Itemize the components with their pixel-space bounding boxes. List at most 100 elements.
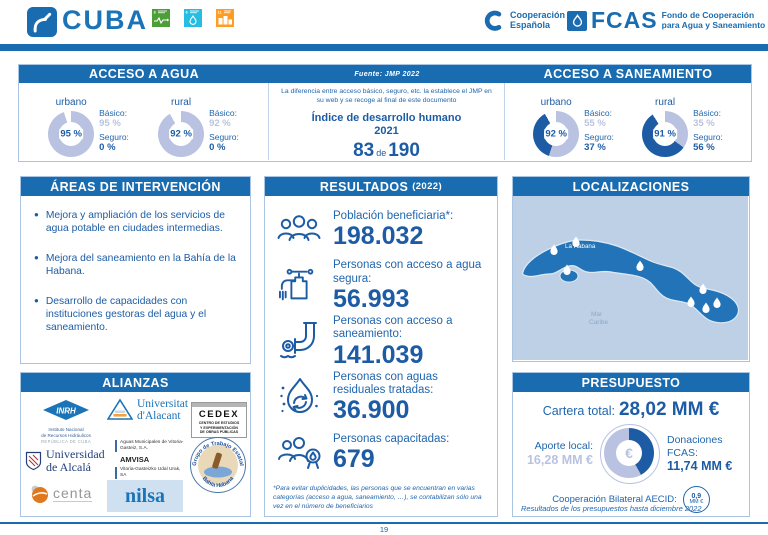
jmp-note: La diferencia entre acceso básico, segur…: [281, 88, 492, 105]
alliances-panel: ALIANZAS INRH Instituto Nacional de Recur…: [20, 372, 251, 517]
result-row: Personas capacitadas: 679: [273, 425, 491, 481]
budget-panel: PRESUPUESTO Cartera total: 28,02 MM € Apo…: [512, 372, 750, 517]
sewer-pipe-icon: [273, 320, 325, 362]
treated-water-icon: [273, 376, 325, 418]
budget-body: Cartera total: 28,02 MM € Aporte local: 1…: [513, 392, 749, 516]
local-contribution: Aporte local: 16,28 MM €: [526, 440, 593, 467]
list-item: ● Desarrollo de capacidades con instituci…: [34, 295, 207, 334]
sanitation-rural-stats: Básico: 35 % Seguro: 56 %: [693, 107, 723, 153]
faucet-badge-icon: [33, 12, 52, 33]
area-label: rural: [655, 96, 676, 108]
result-row: Población beneficiaria*: 198.032: [273, 202, 491, 258]
area-label: urbano: [540, 96, 572, 108]
water-rural-group: rural 92 % Básico: 92 % Seguro: 0 %: [158, 89, 239, 160]
water-rural-donut: 92 %: [158, 110, 205, 157]
budget-breakdown: Aporte local: 16,28 MM € € Donaciones FC…: [513, 424, 749, 484]
sanitation-rural-donut: 91 %: [642, 110, 689, 157]
budget-total: Cartera total: 28,02 MM €: [542, 399, 720, 420]
cooperacion-c-icon: [484, 10, 502, 31]
hdi-title: Índice de desarrollo humano 2021: [311, 112, 462, 137]
list-item: ● Mejora del saneamiento en la Bahía de l…: [34, 252, 236, 278]
svg-text:11: 11: [218, 10, 223, 15]
sanitation-urban-donut: 92 %: [533, 110, 580, 157]
cooperacion-espanola-label: Cooperación Española: [510, 9, 566, 30]
page-number: 19: [379, 525, 389, 534]
cooperacion-espanola-logo: Cooperación Española: [482, 9, 565, 31]
sanitation-access-title: ACCESO A SANEAMIENTO: [543, 67, 713, 81]
results-title: RESULTADOS (2022): [265, 177, 497, 196]
locations-title: LOCALIZACIONES: [513, 177, 749, 196]
map-sea-label-2: Caribe: [589, 319, 609, 326]
svg-text:INRH: INRH: [56, 407, 76, 416]
aecid-amount-badge: 0,9 MM €: [682, 486, 710, 513]
alliances-logos: INRH Instituto Nacional de Recursos Hidrá…: [21, 392, 250, 516]
fcas-acronym: FCAS: [591, 7, 658, 33]
water-urban-stats: Básico: 95 % Seguro: 0 %: [99, 107, 129, 153]
bullet-icon: ●: [34, 252, 39, 262]
header-divider: [0, 44, 768, 51]
cuba-water-badge: [27, 7, 57, 37]
area-label: rural: [171, 96, 192, 108]
water-access-title: ACCESO A AGUA: [88, 67, 200, 81]
result-row: Personas con acceso a saneamiento: 141.0…: [273, 314, 491, 370]
inrh-diamond-icon: INRH: [43, 400, 89, 420]
water-urban-group: urbano 95 % Básico: 95 % Seguro: 0 %: [48, 89, 129, 160]
result-row: Personas con aguas residuales tratadas: …: [273, 369, 491, 425]
people-group-icon: [273, 214, 325, 246]
budget-donut: €: [600, 424, 660, 484]
map-city-label: La Habana: [565, 243, 596, 250]
access-panel-header: ACCESO A AGUA Fuente: JMP 2022 ACCESO A …: [19, 65, 751, 83]
results-footnote: *Para evitar duplicidades, las personas …: [273, 484, 482, 510]
universidad-alcala-logo: Universidad de Alcalá: [25, 448, 105, 473]
results-panel: RESULTADOS (2022) Población beneficiaria*…: [264, 176, 498, 517]
fcas-donations: Donaciones FCAS: 11,74 MM €: [667, 433, 733, 474]
sanitation-urban-group: urbano 92 % Básico: 55 % Seguro: 37 %: [533, 89, 614, 160]
inrh-logo: INRH Instituto Nacional de Recursos Hidrá…: [29, 400, 103, 444]
access-panel-body: urbano 95 % Básico: 95 % Seguro: 0 % r: [19, 83, 751, 161]
cuba-island: [522, 239, 740, 324]
sdg-6-icon: 6: [184, 9, 202, 27]
aecid-cooperation: Cooperación Bilateral AECID: 0,9 MM €: [513, 486, 749, 513]
sanitation-charts: urbano 92 % Básico: 55 % Seguro: 37 %: [505, 83, 751, 160]
budget-title: PRESUPUESTO: [513, 373, 749, 392]
footer-divider: [0, 522, 768, 524]
intervention-areas-title: ÁREAS DE INTERVENCIÓN: [21, 177, 250, 196]
map-sea-label-1: Mar: [591, 311, 603, 318]
list-item: ● Mejora y ampliación de los servicios de…: [34, 210, 225, 235]
results-list: Población beneficiaria*: 198.032 Persona…: [265, 196, 497, 481]
ua-triangle-icon: [107, 398, 133, 420]
budget-footnote: Resultados de los presupuestos hasta dic…: [521, 504, 702, 513]
cuba-map: La Habana Mar Caribe: [513, 196, 749, 360]
sanitation-urban-stats: Básico: 55 % Seguro: 37 %: [584, 107, 614, 153]
access-middle-info: La diferencia entre acceso básico, segur…: [269, 83, 505, 161]
hdi-rank: 83 de 190: [353, 139, 420, 161]
amvisa-logo: Aguas Municipales de Vitoria-Gasteiz, S.…: [115, 440, 185, 482]
fcas-drop-icon: [567, 10, 587, 31]
fcas-full-name: Fondo de Cooperación para Agua y Saneami…: [661, 9, 766, 30]
intervention-areas-list: ● Mejora y ampliación de los servicios de…: [21, 196, 250, 335]
sdg-icons: 3 6 11: [152, 9, 234, 27]
water-rural-stats: Básico: 92 % Seguro: 0 %: [209, 107, 239, 153]
faucet-icon: [273, 265, 325, 307]
locations-panel: LOCALIZACIONES La Habana Mar Caribe: [512, 176, 750, 362]
alliances-title: ALIANZAS: [21, 373, 250, 392]
fcas-logo: FCAS Fondo de Cooperación para Agua y Sa…: [567, 9, 765, 32]
bullet-icon: ●: [34, 295, 39, 305]
intervention-areas-panel: ÁREAS DE INTERVENCIÓN ● Mejora y ampliaci…: [20, 176, 251, 364]
centa-sphere-icon: [31, 485, 48, 503]
sdg-11-icon: 11: [216, 9, 234, 27]
bullet-icon: ●: [34, 210, 39, 219]
centa-logo: centa: [29, 484, 93, 504]
nilsa-logo: nilsa: [107, 480, 183, 512]
euro-symbol: €: [625, 445, 633, 461]
svg-text:3: 3: [154, 10, 157, 15]
water-urban-donut: 95 %: [48, 110, 95, 157]
svg-text:6: 6: [186, 10, 189, 15]
alcala-crest-icon: [25, 451, 42, 470]
page-title: CUBA: [62, 5, 148, 35]
grupo-trabajo-estatal-seal: Grupo de Trabajo Estatal Bahía Habana: [189, 436, 247, 499]
sanitation-rural-group: rural 91 % Básico: 35 % Seguro: 56 %: [642, 89, 723, 160]
result-row: Personas con acceso a agua segura: 56.99…: [273, 258, 491, 314]
universitat-alacant-logo: Universitat d'Alacant: [107, 398, 188, 422]
